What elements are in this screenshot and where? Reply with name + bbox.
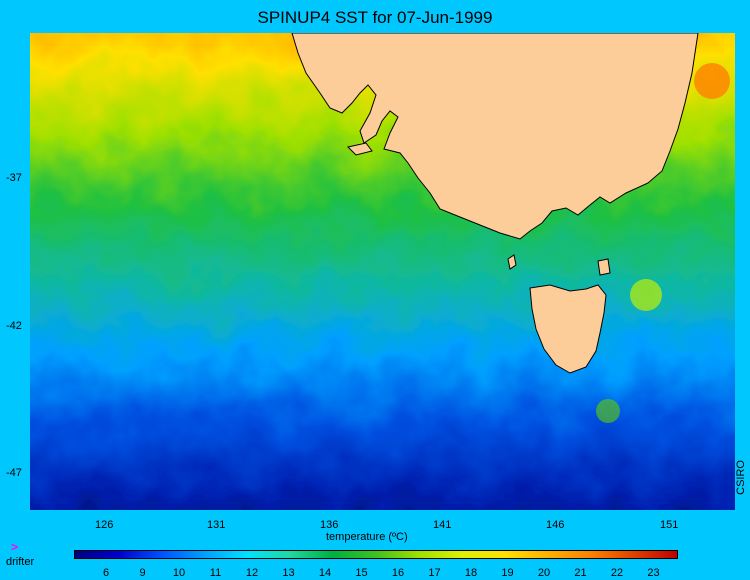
eddy [596, 399, 620, 423]
sst-map [30, 33, 735, 510]
x-tick-label: 126 [95, 519, 114, 531]
warm-eddy [694, 63, 730, 99]
colorbar-tick-label: 16 [391, 567, 405, 579]
king-island-land [507, 254, 517, 270]
colorbar-tick-label: 9 [139, 567, 146, 579]
kangaroo-island-land [347, 142, 373, 156]
y-tick-label: -42 [6, 320, 22, 332]
colorbar-tick-label: 6 [102, 567, 110, 579]
colorbar [74, 550, 678, 559]
colorbar-tick-label: 14 [318, 567, 332, 579]
y-tick-label: -37 [6, 172, 22, 184]
colorbar-tick-label: 11 [209, 567, 222, 579]
colorbar-tick-label: 13 [282, 567, 295, 579]
colorbar-tick-label: 17 [428, 567, 441, 579]
colorbar-tick-label: 22 [610, 567, 624, 579]
mainland-land [291, 33, 699, 240]
colorbar-tick-label: 12 [245, 567, 259, 579]
colorbar-tick-label: 15 [355, 567, 368, 579]
plot-title: SPINUP4 SST for 07-Jun-1999 [257, 8, 493, 27]
colorbar-tick-label: 23 [647, 567, 660, 579]
colorbar-title: temperature (ºC) [326, 531, 408, 543]
colorbar-tick-label: 10 [172, 567, 186, 579]
x-tick-label: 136 [320, 519, 339, 531]
colorbar-tick-label: 20 [537, 567, 551, 579]
colorbar-tick-label: 19 [501, 567, 514, 579]
tasmania-land [529, 284, 607, 374]
x-tick-label: 151 [660, 519, 679, 531]
eddy [630, 279, 662, 311]
y-tick-label: -47 [6, 467, 22, 479]
x-tick-label: 146 [546, 519, 565, 531]
colorbar-tick-label: 21 [574, 567, 587, 579]
credit-label: CSIRO [735, 460, 747, 495]
x-tick-label: 131 [207, 519, 226, 531]
drifter-label: drifter [6, 556, 35, 568]
flinders-island-land [597, 258, 611, 276]
drifter-symbol: > [11, 540, 19, 554]
colorbar-tick-label: 18 [464, 567, 478, 579]
x-tick-label: 141 [433, 519, 452, 531]
